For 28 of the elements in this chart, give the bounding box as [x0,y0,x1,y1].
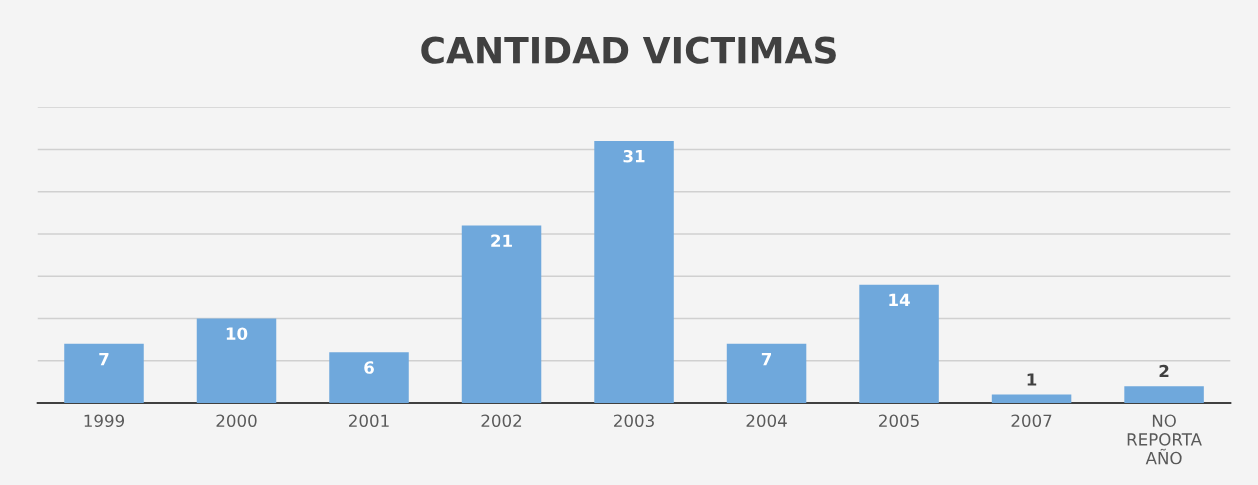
x-tick-label: 2007 [1011,414,1052,428]
data-label: 7 [761,352,772,366]
data-label: 7 [99,352,109,366]
bar [329,352,409,404]
bar [991,394,1072,404]
data-label: 14 [889,293,910,306]
bar [64,343,144,404]
bar [859,284,939,404]
data-label: 1 [1027,373,1037,386]
x-tick-label: 1999 [84,414,125,428]
bar [594,141,674,404]
chart-title: CANTIDAD VICTIMAS [421,36,836,64]
bar [1124,386,1204,404]
x-tick-label: 2002 [481,414,522,428]
bar [726,343,807,404]
bar [461,225,542,404]
x-tick-label: 2001 [349,414,389,428]
data-label: 6 [364,361,374,374]
x-tick-label: 2000 [216,414,257,428]
x-tick-label: NO REPORTA AÑO [1127,414,1202,465]
x-tick-label: 2005 [879,414,919,428]
data-label: 21 [491,234,512,247]
x-tick-label: 2003 [614,414,654,428]
bar [196,318,277,404]
data-label: 2 [1159,364,1169,378]
data-label: 10 [226,327,248,341]
data-label: 31 [623,149,645,163]
x-tick-label: 2004 [746,414,787,428]
